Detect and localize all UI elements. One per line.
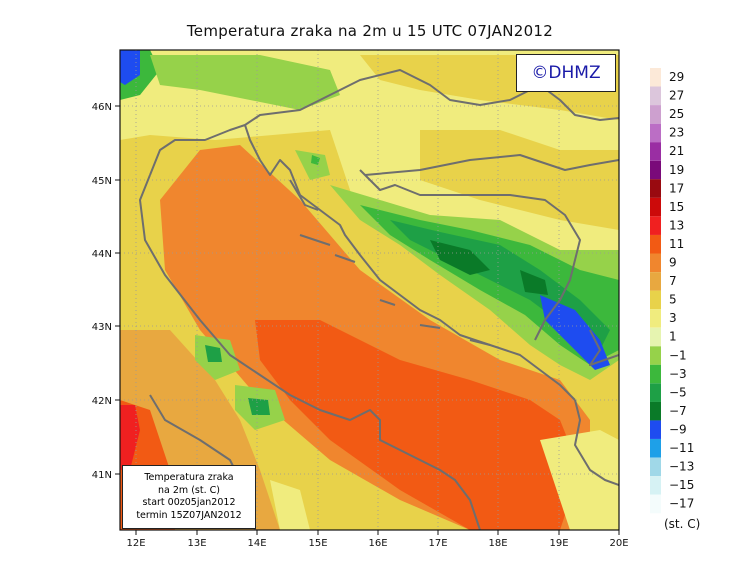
legend-label: −13 (669, 460, 694, 474)
legend-swatch (650, 401, 661, 421)
legend-label: 15 (669, 200, 684, 214)
legend-swatch (650, 309, 661, 328)
lon-label-18e: 18E (488, 538, 507, 549)
lat-label-41n: 41N (92, 470, 112, 481)
legend-label: −9 (669, 422, 687, 436)
temperature-field (120, 50, 619, 530)
lon-label-14e: 14E (247, 538, 266, 549)
legend-label: 27 (669, 89, 684, 103)
latitude-axis (115, 105, 120, 475)
legend-swatch (650, 253, 661, 273)
legend-swatch (650, 439, 661, 458)
legend-label: −15 (669, 478, 694, 492)
lon-label-19e: 19E (549, 538, 568, 549)
legend-label: −1 (669, 348, 687, 362)
legend-swatch (650, 364, 661, 384)
latitude-labels: 41N 42N 43N 44N 45N 46N (92, 102, 112, 481)
info-box: Temperatura zraka na 2m (st. C) start 00… (122, 465, 256, 529)
legend-swatch (650, 160, 661, 180)
legend-swatch (650, 290, 661, 310)
graticule (120, 50, 619, 530)
lon-label-12e: 12E (126, 538, 145, 549)
legend-label: 25 (669, 107, 684, 121)
legend-swatch (650, 105, 661, 124)
legend-swatch (650, 383, 661, 402)
lat-label-42n: 42N (92, 396, 112, 407)
legend-label: 19 (669, 163, 684, 177)
legend-label: −5 (669, 385, 687, 399)
legend-label: 21 (669, 144, 684, 158)
legend-swatch (650, 123, 661, 143)
legend-label: 29 (669, 70, 684, 84)
legend-swatch (650, 179, 661, 198)
legend-swatch (650, 272, 661, 291)
legend-label: 3 (669, 311, 677, 325)
lon-label-15e: 15E (308, 538, 327, 549)
lon-label-20e: 20E (609, 538, 628, 549)
legend-swatch (650, 197, 661, 217)
longitude-axis (135, 530, 620, 535)
legend-label: −3 (669, 367, 687, 381)
legend-swatch (650, 346, 661, 365)
longitude-labels: 12E 13E 14E 15E 16E 17E 18E 19E 20E (126, 538, 628, 549)
legend-label: 23 (669, 126, 684, 140)
info-line-3: start 00z05jan2012 (142, 497, 236, 508)
lat-label-44n: 44N (92, 249, 112, 260)
legend-label: −17 (669, 497, 694, 511)
legend-swatch (650, 216, 661, 235)
map-title: Temperatura zraka na 2m u 15 UTC 07JAN20… (186, 22, 554, 40)
legend-label: 5 (669, 293, 677, 307)
coastlines-borders (139, 69, 619, 530)
color-legend: 29 27 25 23 21 19 17 15 13 11 9 7 5 3 1 −1 −3 −5 −7 −9 −11 −1… (650, 68, 694, 514)
lat-label-46n: 46N (92, 102, 112, 113)
legend-label: 9 (669, 256, 677, 270)
legend-swatch (650, 86, 661, 106)
info-line-2: na 2m (st. C) (158, 484, 220, 496)
legend-label: 13 (669, 218, 684, 232)
legend-swatch (650, 68, 661, 87)
lat-label-43n: 43N (92, 322, 112, 333)
map-frame (119, 49, 620, 531)
lon-label-16e: 16E (368, 538, 387, 549)
legend-unit: (st. C) (664, 517, 700, 531)
legend-label: 7 (669, 274, 677, 288)
legend-label: 1 (669, 330, 677, 344)
legend-swatch (650, 420, 661, 439)
legend-label: 11 (669, 237, 684, 251)
legend-label: −7 (669, 404, 687, 418)
lon-label-17e: 17E (428, 538, 447, 549)
info-line-4: termin 15Z07JAN2012 (136, 509, 242, 521)
legend-swatch (650, 494, 661, 514)
lon-label-13e: 13E (187, 538, 206, 549)
legend-swatch (650, 235, 661, 254)
legend-swatch (650, 142, 661, 161)
legend-swatch (650, 457, 661, 477)
legend-label: 17 (669, 181, 684, 195)
dhmz-logo: ©DHMZ (516, 54, 616, 92)
legend-label: −11 (669, 441, 694, 455)
legend-swatch (650, 327, 661, 347)
info-line-1: Temperatura zraka (144, 472, 234, 483)
lat-label-45n: 45N (92, 176, 112, 187)
legend-swatch (650, 476, 661, 495)
